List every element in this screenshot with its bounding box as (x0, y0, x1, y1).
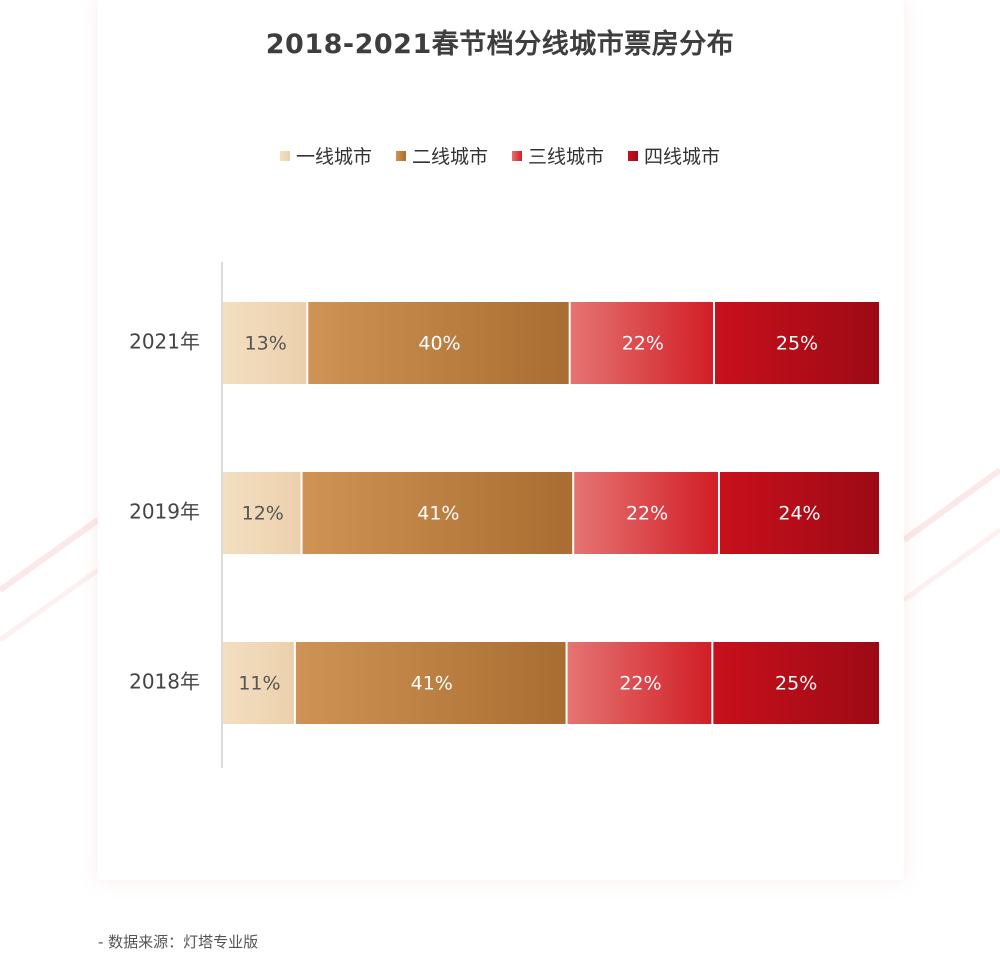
data-label: 22% (626, 503, 668, 525)
data-label: 25% (775, 673, 817, 695)
bar-segment (223, 472, 301, 554)
chart-legend: 一线城市 二线城市 三线城市 四线城市 (0, 142, 1000, 169)
data-label: 40% (418, 333, 460, 355)
category-label: 2018年 (129, 670, 200, 694)
data-source-note: - 数据来源：灯塔专业版 (98, 933, 259, 951)
data-label: 13% (245, 333, 287, 355)
bar-segment (302, 472, 573, 554)
data-label: 22% (622, 333, 664, 355)
bar-segment (574, 472, 718, 554)
chart-title: 2018-2021春节档分线城市票房分布 (265, 29, 735, 60)
legend-label: 三线城市 (528, 146, 605, 168)
data-label: 41% (411, 673, 453, 695)
chart-card (98, 0, 904, 880)
bar-segment (295, 642, 566, 724)
data-label: 11% (238, 673, 280, 695)
bar-segment (570, 302, 713, 384)
bar-segment (713, 642, 879, 724)
legend-swatch (279, 150, 290, 161)
legend-swatch (395, 150, 406, 161)
legend-item: 一线城市 (279, 142, 372, 169)
bar-segment (223, 302, 307, 384)
legend-item: 二线城市 (395, 142, 488, 169)
bar-segment (715, 302, 879, 384)
data-label: 25% (776, 333, 818, 355)
bar-segment (308, 302, 569, 384)
legend-swatch (628, 150, 639, 161)
legend-label: 二线城市 (411, 146, 488, 168)
legend-label: 四线城市 (644, 146, 721, 168)
legend-item: 四线城市 (628, 142, 720, 169)
bar-segment (567, 642, 712, 724)
bar-segment (719, 472, 879, 554)
category-label: 2019年 (129, 500, 200, 524)
data-label: 24% (778, 503, 820, 525)
legend-item: 三线城市 (512, 142, 604, 169)
data-label: 12% (242, 503, 284, 525)
bar-segment (223, 642, 294, 724)
data-label: 41% (417, 503, 459, 525)
legend-swatch (512, 150, 522, 161)
legend-label: 一线城市 (295, 146, 372, 168)
category-label: 2021年 (129, 330, 200, 354)
data-label: 22% (619, 673, 661, 695)
